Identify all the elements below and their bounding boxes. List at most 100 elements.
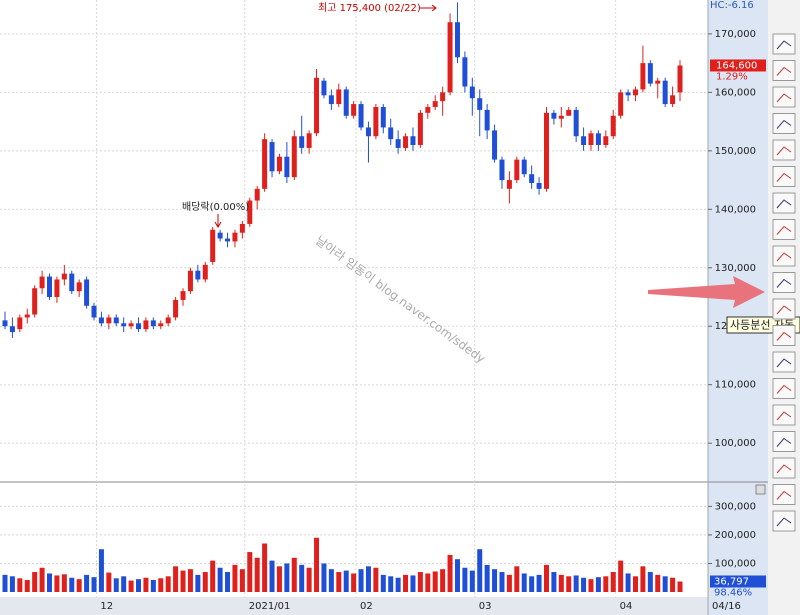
tool-button[interactable] — [772, 484, 796, 505]
volume-bar — [262, 543, 268, 592]
candle-body — [543, 112, 549, 189]
volume-bar — [566, 576, 572, 592]
candle-body — [165, 317, 171, 324]
volume-bar — [232, 564, 238, 592]
high-arrow — [420, 4, 437, 12]
volume-bar — [477, 549, 483, 592]
volume-bar — [61, 574, 67, 592]
candle-body — [150, 320, 156, 327]
candle-body — [358, 104, 364, 128]
y-tick-label: 150,000 — [715, 146, 756, 157]
tool-button[interactable] — [772, 219, 796, 240]
volume-bar — [462, 567, 468, 592]
tool-button[interactable] — [772, 431, 796, 452]
volume-bar — [128, 580, 134, 592]
y-tick-label: 140,000 — [715, 204, 756, 215]
volume-bar — [284, 563, 290, 592]
tool-button[interactable] — [772, 33, 796, 55]
candle-body — [232, 232, 238, 242]
tool-icon — [776, 437, 792, 447]
volume-bar — [647, 572, 653, 592]
volume-bar — [551, 572, 557, 592]
candle-body — [128, 323, 134, 327]
candle-body — [373, 106, 379, 137]
candle-body — [395, 139, 401, 148]
volume-bar — [655, 574, 661, 592]
tool-icon — [776, 40, 792, 50]
tool-button[interactable] — [772, 351, 796, 373]
volume-bar — [410, 575, 416, 592]
tool-button[interactable] — [772, 457, 796, 479]
candle-body — [276, 156, 282, 172]
hc-label: HC:-6.16 — [710, 0, 754, 11]
candle-body — [225, 238, 231, 242]
candle-body — [655, 80, 661, 84]
tool-button[interactable] — [772, 272, 796, 293]
candle-body — [91, 305, 97, 318]
volume-bar — [113, 578, 119, 592]
candle-body — [54, 279, 60, 298]
volume-bar — [521, 573, 527, 592]
volume-bar — [299, 564, 305, 592]
pane-button[interactable] — [755, 484, 766, 495]
tool-button[interactable] — [772, 113, 796, 134]
tool-icon — [776, 119, 792, 129]
volume-bar — [499, 572, 505, 592]
last-date: 04/16 — [712, 601, 741, 612]
tool-button[interactable] — [772, 404, 796, 426]
x-tick-label: 04 — [620, 601, 633, 612]
candle-body — [17, 317, 23, 330]
candle-body — [328, 95, 334, 105]
volume-bar — [173, 566, 179, 592]
high-annotation: 최고 175,400 (02/22) — [318, 2, 421, 14]
volume-bar — [425, 573, 431, 592]
y-tick-label: 300,000 — [715, 501, 756, 512]
candle-body — [403, 136, 409, 148]
candle-body — [321, 80, 327, 96]
candle-body — [595, 133, 601, 145]
volume-bar — [9, 576, 15, 592]
candle-body — [484, 109, 490, 131]
volume-bar — [610, 572, 616, 592]
candle-body — [195, 270, 201, 280]
candle-body — [521, 159, 527, 175]
volume-bar — [573, 575, 579, 592]
tool-button[interactable] — [772, 60, 796, 81]
tool-button[interactable] — [772, 192, 796, 214]
volume-bar — [625, 573, 631, 592]
candle-body — [121, 323, 127, 327]
tool-button[interactable] — [772, 86, 796, 108]
candle-body — [618, 92, 624, 116]
volume-bar — [543, 564, 549, 592]
volume-bar — [618, 560, 624, 592]
volume-bar — [217, 567, 223, 592]
tool-button[interactable] — [772, 139, 796, 161]
candle-body — [217, 232, 223, 239]
candle-body — [262, 139, 268, 189]
tool-button[interactable] — [772, 510, 796, 532]
candle-body — [210, 229, 216, 262]
tool-icon — [776, 331, 792, 341]
candle-body — [573, 109, 579, 137]
y-tick-label: 130,000 — [715, 263, 756, 274]
candle-body — [425, 106, 431, 113]
candle-body — [454, 22, 460, 58]
volume-bar — [492, 569, 498, 592]
candle-body — [113, 317, 119, 324]
candle-body — [269, 142, 275, 172]
volume-bar — [440, 569, 446, 592]
candle-body — [98, 317, 104, 324]
candle-body — [588, 133, 594, 145]
candle-body — [106, 317, 112, 324]
volume-bar — [380, 574, 386, 592]
tool-button[interactable] — [772, 166, 796, 187]
tool-button[interactable] — [772, 378, 796, 399]
volume-bar — [98, 549, 104, 592]
tool-button[interactable] — [772, 325, 796, 346]
volume-bar — [328, 569, 334, 592]
x-tick-label: 12 — [100, 601, 113, 612]
candle-body — [299, 136, 305, 148]
volume-bar — [32, 572, 38, 592]
tool-button[interactable] — [772, 245, 796, 267]
tool-button[interactable] — [772, 298, 796, 320]
